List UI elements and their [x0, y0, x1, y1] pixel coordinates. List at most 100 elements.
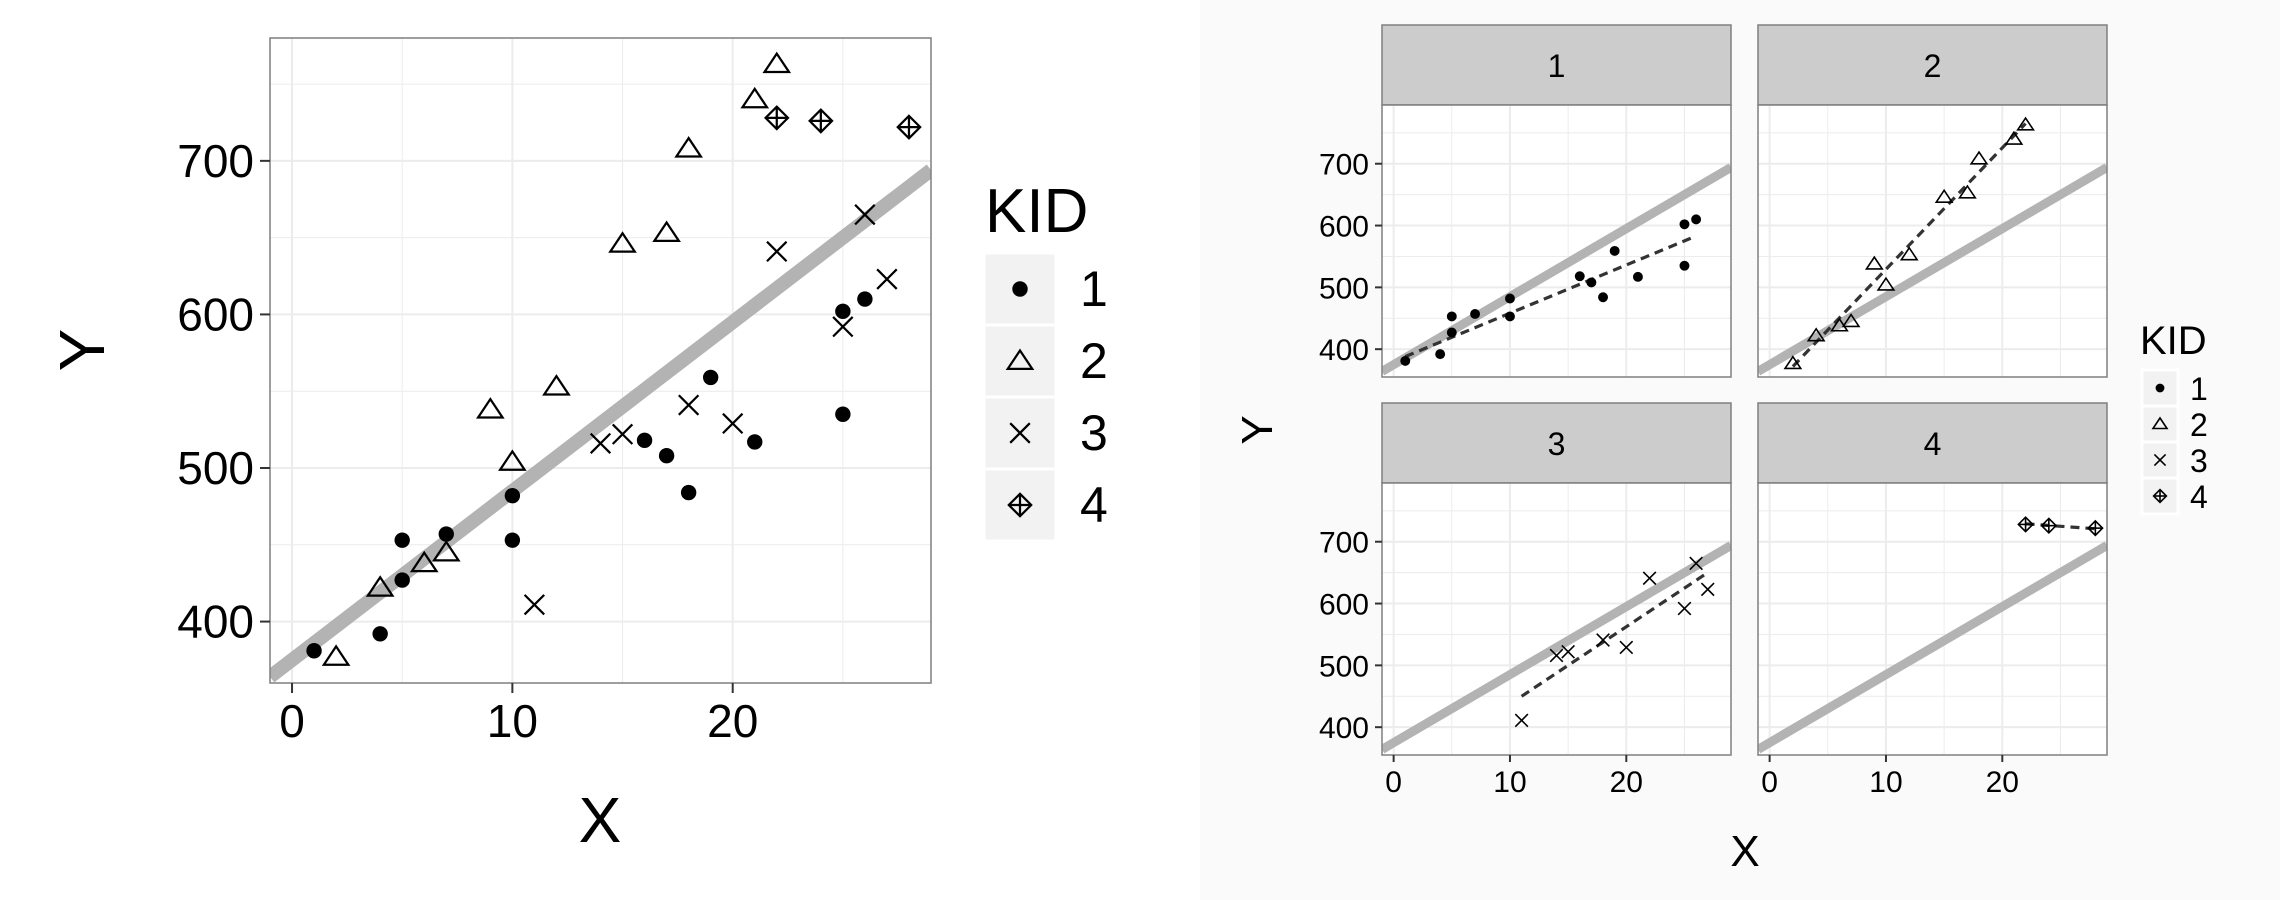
facet-1-border [1381, 104, 1732, 378]
overall-regression-line [1382, 541, 1731, 754]
data-point-kid-1 [1505, 293, 1515, 304]
data-point-kid-1 [1691, 214, 1702, 225]
data-point-kid-1 [1435, 349, 1446, 360]
data-point-kid-1 [1679, 219, 1690, 230]
left-x-axis-title: X [579, 784, 622, 856]
legend-label-4: 4 [2190, 479, 2208, 515]
legend-label-2: 2 [2190, 407, 2208, 443]
legend-label-2: 2 [1080, 333, 1108, 389]
facet-panel-4: 4 0 10 20 [1757, 402, 2108, 799]
facet-panel-3: 3 0 10 20 400 500 600 700 [1319, 402, 1732, 799]
legend-label-3: 3 [1080, 405, 1108, 461]
data-point-kid-3 [1549, 648, 1564, 663]
legend-symbol-point-circle [1012, 281, 1028, 297]
data-point-kid-2 [542, 374, 571, 396]
data-point-kid-2 [2016, 116, 2035, 131]
data-point-kid-3 [523, 594, 545, 616]
x-tick-label: 0 [1385, 766, 1402, 799]
data-point-kid-1 [1446, 327, 1457, 338]
data-point-kid-2 [1934, 188, 1954, 203]
legend-label-1: 1 [2190, 371, 2208, 407]
facet-strip-2 [1757, 24, 2108, 106]
data-point-kid-2 [1864, 255, 1884, 270]
data-point-kid-3 [1619, 640, 1634, 655]
x-tick-label: 20 [707, 695, 758, 747]
legend-key-2 [2140, 404, 2180, 444]
right-legend-title: KID [2140, 319, 2207, 363]
data-point-kid-3 [1561, 644, 1575, 659]
y-tick-label: 600 [1319, 589, 1369, 622]
data-point-kid-2 [1841, 313, 1861, 328]
combined-scatter-chart: 0 10 20 400 500 600 700 [177, 37, 932, 747]
data-point-kid-1 [1470, 308, 1481, 319]
data-point-kid-2 [1783, 355, 1803, 370]
data-point-kid-3 [1642, 571, 1657, 586]
data-point-kid-4 [896, 114, 922, 140]
data-point-kid-4 [808, 108, 834, 134]
data-point-kid-3 [832, 316, 854, 338]
data-point-kid-1 [306, 643, 322, 659]
data-point-kid-2 [1876, 276, 1896, 291]
data-point-kid-1 [636, 432, 653, 449]
x-tick-label: 20 [1986, 766, 2019, 799]
facet-strip-label-4: 4 [1924, 426, 1942, 462]
data-point-kid-2 [1899, 246, 1919, 261]
legend-label-1: 1 [1080, 261, 1108, 317]
data-point-kid-1 [680, 484, 697, 501]
data-point-kid-2 [409, 550, 439, 573]
facet-4-border [1757, 482, 2108, 756]
overall-regression-line [1758, 163, 2107, 376]
x-tick-label: 10 [1493, 766, 1526, 799]
data-point-kid-3 [1677, 601, 1692, 616]
kid-2-fit-line [1791, 122, 2027, 368]
legend-label-4: 4 [1080, 477, 1108, 533]
faceted-scatter-chart: 1 400 500 600 700 2 3 0 10 20 400 500 600 700 4 0 10 20 [1319, 24, 2108, 799]
x-tick-label: 0 [1761, 766, 1778, 799]
overall-regression-line [1382, 163, 1731, 376]
legend-symbol-point-circle-plus [2152, 488, 2168, 504]
data-point-kid-2 [1958, 184, 1977, 199]
x-tick-label: 10 [1869, 766, 1902, 799]
legend-symbol-point-circle-plus [1007, 492, 1033, 518]
right-y-axis-title: Y [1233, 415, 1282, 444]
facet-3-border [1381, 482, 1732, 756]
data-point-kid-3 [854, 204, 876, 226]
data-point-kid-1 [702, 369, 719, 386]
left-legend-title: KID [985, 177, 1088, 246]
data-point-kid-1 [438, 526, 454, 542]
facet-1-plot-area [1382, 105, 1731, 377]
data-point-kid-1 [394, 572, 410, 588]
legend-symbol-point-triangle [1005, 348, 1035, 370]
data-point-kid-1 [1586, 277, 1597, 288]
overall-regression-line [1758, 541, 2107, 754]
combined-border [269, 37, 932, 684]
left-y-axis-title: Y [46, 329, 118, 372]
data-point-kid-1 [658, 448, 675, 464]
data-point-kid-3 [1689, 556, 1703, 571]
overall-regression-line [270, 164, 931, 683]
data-point-kid-2 [475, 397, 505, 419]
data-point-kid-2 [365, 575, 395, 597]
data-point-kid-3 [1700, 582, 1715, 597]
y-tick-label: 700 [1319, 149, 1369, 182]
facet-strip-1 [1381, 24, 1732, 106]
data-point-kid-3 [611, 423, 634, 445]
y-tick-label: 400 [1319, 712, 1369, 745]
data-point-kid-1 [1632, 271, 1643, 282]
data-point-kid-3 [876, 268, 898, 290]
data-point-kid-2 [2004, 130, 2024, 145]
x-tick-label: 10 [487, 695, 538, 747]
data-point-kid-1 [1609, 245, 1620, 256]
data-point-kid-4 [763, 105, 790, 131]
legend-symbol-point-triangle [2151, 416, 2169, 430]
y-tick-label: 600 [177, 288, 254, 340]
data-point-kid-1 [372, 626, 388, 642]
facet-panel-1: 1 400 500 600 700 [1319, 24, 1732, 378]
y-tick-label: 500 [1319, 272, 1369, 305]
legend-key-2 [982, 323, 1058, 399]
data-point-kid-1 [1598, 292, 1608, 303]
data-point-kid-1 [1446, 311, 1457, 322]
data-point-kid-2 [762, 51, 792, 74]
data-point-kid-1 [835, 406, 851, 422]
